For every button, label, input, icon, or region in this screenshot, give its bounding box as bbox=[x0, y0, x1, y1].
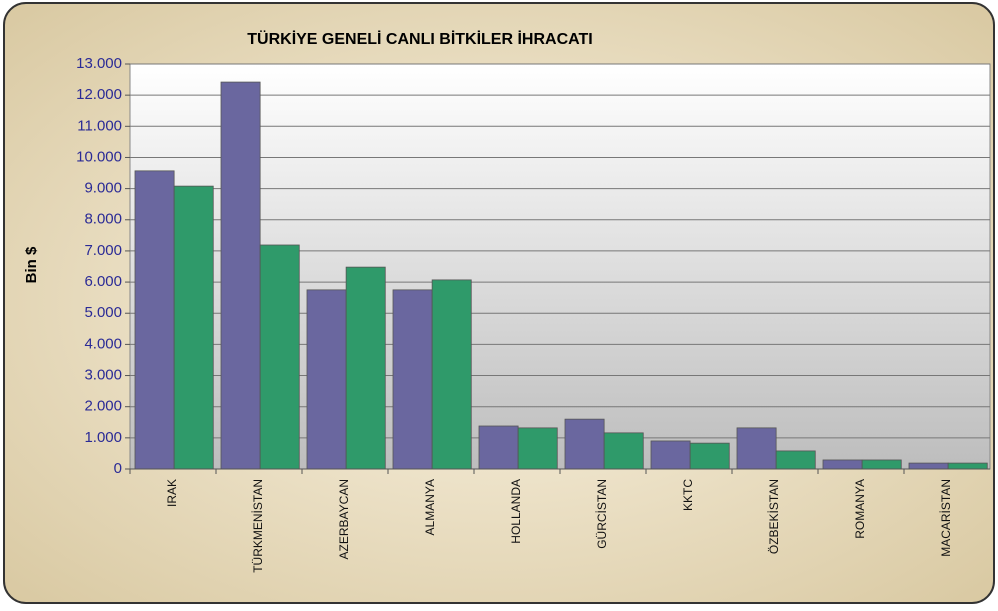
bar bbox=[478, 425, 519, 470]
x-tick-label: ROMANYA bbox=[853, 479, 867, 539]
bar bbox=[431, 279, 472, 470]
y-tick-label: 8.000 bbox=[84, 211, 122, 228]
bar bbox=[736, 427, 777, 470]
bar bbox=[173, 185, 214, 470]
bar bbox=[775, 450, 816, 470]
y-tick-label: 9.000 bbox=[84, 180, 122, 197]
y-tick-label: 0 bbox=[114, 460, 122, 477]
x-tick-label: KKTC bbox=[681, 479, 695, 511]
x-tick-label: HOLLANDA bbox=[509, 479, 523, 544]
y-axis-label: Bin $ bbox=[23, 246, 40, 283]
bar bbox=[861, 459, 902, 470]
bar bbox=[822, 459, 863, 470]
bar bbox=[947, 462, 988, 470]
bar bbox=[908, 462, 949, 470]
bar bbox=[564, 418, 605, 470]
bar bbox=[306, 289, 347, 470]
y-tick-label: 12.000 bbox=[76, 86, 122, 103]
chart-title: TÜRKİYE GENELİ CANLI BİTKİLER İHRACATI bbox=[247, 29, 592, 48]
y-tick-label: 1.000 bbox=[84, 429, 122, 446]
x-tick-label: ÖZBEKİSTAN bbox=[767, 479, 781, 554]
y-tick-label: 11.000 bbox=[77, 117, 122, 134]
bar bbox=[517, 427, 558, 470]
x-tick-label: IRAK bbox=[165, 479, 179, 507]
bar bbox=[220, 81, 261, 470]
bar bbox=[345, 266, 386, 470]
y-tick-label: 2.000 bbox=[84, 398, 122, 415]
x-tick-label: ALMANYA bbox=[423, 479, 437, 535]
x-tick-label: AZERBAYCAN bbox=[337, 479, 351, 559]
y-tick-label: 7.000 bbox=[84, 242, 122, 259]
y-tick-label: 3.000 bbox=[84, 367, 122, 384]
y-tick-label: 10.000 bbox=[76, 148, 122, 165]
bar bbox=[689, 442, 730, 470]
bar bbox=[259, 244, 300, 470]
y-tick-label: 13.000 bbox=[76, 55, 122, 72]
y-tick-label: 4.000 bbox=[84, 335, 122, 352]
bar bbox=[603, 432, 644, 470]
bar bbox=[650, 440, 691, 470]
x-tick-label: TÜRKMENİSTAN bbox=[251, 479, 265, 573]
x-tick-label: GÜRCİSTAN bbox=[595, 479, 609, 549]
y-tick-label: 6.000 bbox=[84, 273, 122, 290]
y-tick-label: 5.000 bbox=[84, 304, 122, 321]
bar bbox=[392, 289, 433, 470]
x-tick-label: MACARİSTAN bbox=[939, 479, 953, 557]
bar bbox=[134, 170, 175, 470]
